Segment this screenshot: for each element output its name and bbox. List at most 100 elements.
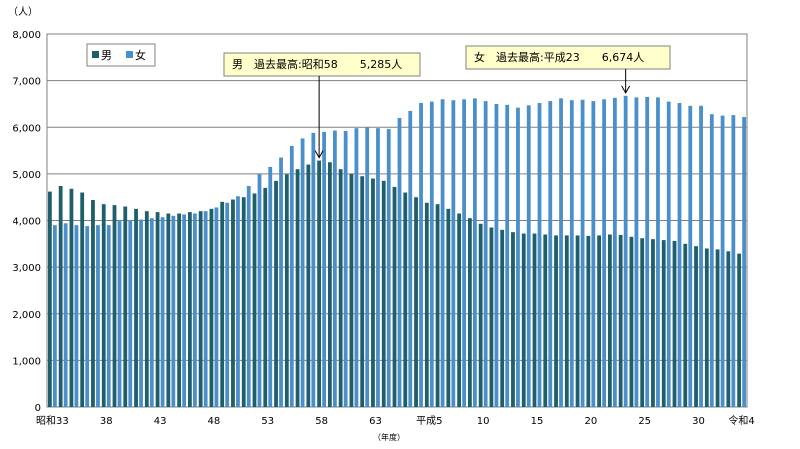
x-tick-label: 25 [638, 416, 651, 427]
bar-male [500, 229, 505, 407]
y-tick-label: 3,000 [12, 263, 41, 274]
bar-male [435, 204, 440, 407]
bar-male [155, 212, 160, 407]
y-tick-label: 1,000 [12, 356, 41, 367]
bar-male [543, 234, 548, 407]
bar-female [634, 97, 639, 407]
bar-female [289, 145, 294, 407]
bar-female [699, 105, 703, 408]
bar-male [327, 162, 332, 407]
bar-female [332, 130, 337, 408]
y-tick-label: 7,000 [12, 77, 41, 88]
bar-female [139, 219, 143, 407]
bar-female [117, 220, 122, 407]
bar-female [451, 100, 456, 408]
bar-female [483, 101, 488, 407]
x-tick-label: 昭和33 [36, 415, 69, 427]
bar-male [187, 212, 192, 407]
bar-female [656, 97, 660, 407]
bar-male [338, 169, 343, 407]
bar-male [457, 213, 462, 407]
bar-male [478, 223, 483, 407]
annotation-text-male: 男 過去最高:昭和58 5,285人 [232, 57, 402, 71]
bar-female [688, 105, 693, 408]
bar-female [128, 220, 133, 407]
bar-female [63, 223, 68, 407]
bar-female [171, 215, 176, 407]
y-tick-label: 6,000 [12, 123, 41, 134]
bar-male [532, 233, 537, 407]
bar-male [47, 191, 52, 407]
bar-female [559, 98, 563, 407]
bar-female [591, 101, 596, 407]
bar-female [516, 107, 520, 407]
bar-male [521, 233, 526, 407]
annotation-male-peak: 男 過去最高:昭和58 5,285人 [223, 52, 421, 159]
bar-female [742, 116, 747, 408]
bar-male [80, 192, 85, 407]
bar-female [666, 101, 671, 407]
bar-male [403, 192, 408, 407]
x-tick-label: 平成5 [416, 415, 442, 427]
bar-male [381, 180, 386, 407]
bar-male [597, 235, 602, 407]
bar-female [731, 115, 736, 407]
bar-female [160, 217, 165, 407]
bar-female [257, 173, 262, 407]
bar-male [694, 246, 698, 407]
bars [47, 95, 747, 408]
y-axis-label: （人） [8, 6, 38, 18]
x-tick-label: 48 [208, 416, 221, 427]
bar-female [677, 103, 682, 407]
bar-male [392, 186, 397, 407]
bar-male [511, 232, 515, 407]
bar-male [177, 213, 182, 407]
x-tick-label: 58 [315, 416, 328, 427]
bar-male [661, 240, 666, 407]
y-tick-label: 8,000 [12, 30, 41, 41]
bar-female [494, 103, 499, 407]
bar-female [149, 218, 154, 407]
bar-male [618, 234, 623, 407]
bar-male [144, 211, 149, 407]
bar-female [85, 226, 90, 407]
bar-female [203, 211, 208, 407]
bar-female [376, 128, 380, 407]
bar-female [182, 214, 187, 407]
y-tick-label: 2,000 [12, 310, 41, 321]
bar-male [123, 206, 128, 407]
bar-male [349, 173, 354, 407]
bar-female [440, 99, 445, 408]
bar-female [472, 98, 477, 407]
bar-female [268, 166, 273, 407]
bar-male [651, 239, 655, 407]
bar-female [246, 185, 251, 407]
bar-male [101, 204, 106, 407]
bar-female [225, 202, 230, 407]
bar-female [365, 127, 370, 407]
bar-male [629, 236, 634, 407]
legend-swatch-female [126, 51, 133, 58]
bar-female [52, 225, 57, 407]
bar-male [715, 249, 720, 407]
bar-male [683, 243, 688, 407]
annotation-arrowhead-male [314, 150, 324, 159]
bar-female [429, 101, 434, 407]
x-tick-label: 38 [100, 416, 113, 427]
x-axis-label: （年度） [373, 432, 405, 442]
bar-male [704, 248, 709, 407]
legend-box [86, 43, 156, 67]
bar-female [419, 103, 423, 407]
x-tick-label: 15 [531, 416, 544, 427]
bar-male [414, 197, 418, 407]
bar-female [96, 225, 100, 407]
bar-male [489, 227, 494, 407]
bar-female [279, 157, 283, 407]
bar-female [300, 138, 305, 407]
bar-female [720, 115, 725, 407]
bar-female [537, 103, 542, 407]
bar-female [236, 196, 240, 407]
bar-female [602, 99, 607, 408]
